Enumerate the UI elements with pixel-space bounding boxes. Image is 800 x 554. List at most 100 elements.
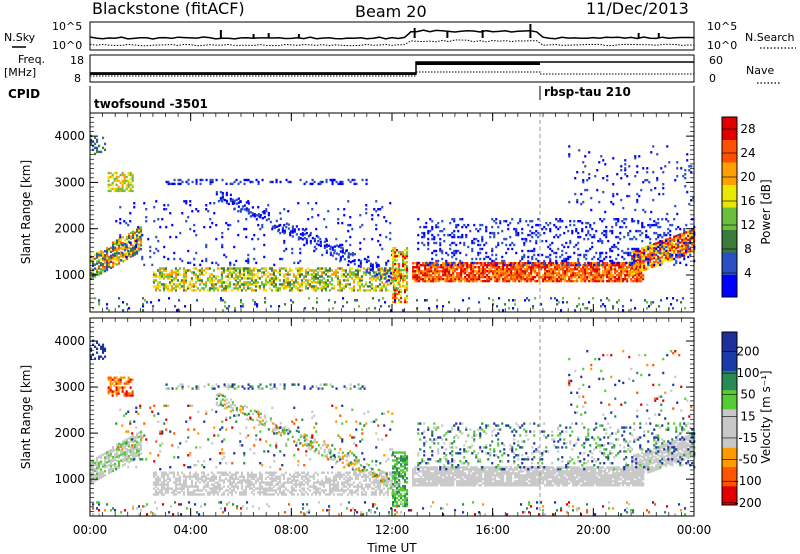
- echo-cell: [424, 268, 427, 271]
- echo-cell: [248, 473, 251, 476]
- echo-cell: [275, 180, 278, 184]
- echo-cell: [167, 182, 170, 186]
- echo-cell: [477, 253, 480, 257]
- echo-cell: [669, 239, 672, 243]
- echo-cell: [406, 274, 409, 278]
- echo-cell: [495, 257, 498, 261]
- echo-cell: [529, 249, 532, 253]
- echo-cell: [104, 269, 107, 273]
- echo-cell: [278, 481, 281, 484]
- echo-cell: [534, 272, 537, 275]
- echo-cell: [512, 262, 515, 265]
- echo-cell: [182, 285, 185, 288]
- echo-cell: [622, 268, 625, 271]
- echo-cell: [247, 259, 250, 263]
- echo-cell: [222, 281, 225, 284]
- echo-cell: [178, 309, 181, 312]
- echo-cell: [244, 491, 247, 494]
- echo-cell: [558, 274, 561, 277]
- echo-cell: [650, 210, 653, 214]
- echo-cell: [96, 272, 99, 275]
- echo-cell: [610, 279, 613, 283]
- echo-cell: [334, 487, 337, 490]
- echo-cell: [568, 153, 571, 156]
- echo-cell: [298, 483, 301, 486]
- echo-cell: [316, 273, 319, 276]
- echo-cell: [231, 200, 234, 203]
- echo-cell: [128, 246, 131, 250]
- echo-cell: [612, 268, 615, 271]
- echo-cell: [129, 171, 132, 175]
- echo-cell: [210, 479, 213, 482]
- echo-cell: [320, 489, 323, 492]
- echo-cell: [194, 475, 197, 478]
- y-tick-label: 1000: [54, 268, 85, 282]
- echo-cell: [524, 262, 527, 265]
- echo-cell: [188, 269, 191, 272]
- echo-cell: [300, 285, 303, 288]
- echo-cell: [182, 479, 185, 482]
- echo-cell: [537, 259, 540, 263]
- echo-cell: [424, 299, 427, 302]
- echo-cell: [418, 270, 421, 273]
- echo-cell: [458, 309, 461, 312]
- echo-cell: [586, 266, 589, 269]
- echo-cell: [268, 483, 271, 486]
- echo-cell: [584, 277, 587, 281]
- echo-cell: [602, 266, 605, 269]
- echo-cell: [347, 229, 350, 233]
- echo-cell: [606, 262, 609, 265]
- echo-cell: [402, 268, 405, 272]
- echo-cell: [642, 208, 645, 212]
- echo-cell: [102, 259, 105, 262]
- echo-cell: [212, 287, 215, 290]
- echo-cell: [679, 233, 682, 236]
- echo-cell: [590, 196, 593, 200]
- echo-cell: [600, 279, 603, 283]
- echo-cell: [683, 236, 686, 239]
- echo-cell: [472, 264, 475, 267]
- echo-cell: [595, 251, 598, 255]
- echo-cell: [324, 287, 327, 290]
- echo-cell: [389, 282, 392, 285]
- echo-cell: [251, 237, 254, 241]
- echo-cell: [246, 283, 249, 286]
- echo-cell: [496, 279, 499, 283]
- echo-cell: [220, 299, 223, 302]
- echo-cell: [190, 283, 193, 286]
- echo-cell: [162, 473, 165, 476]
- echo-cell: [196, 477, 199, 480]
- echo-cell: [371, 269, 374, 272]
- echo-cell: [592, 279, 595, 283]
- echo-cell: [537, 223, 540, 227]
- echo-cell: [548, 274, 551, 277]
- echo-cell: [208, 281, 211, 284]
- echo-cell: [520, 264, 523, 267]
- echo-cell: [184, 277, 187, 280]
- echo-cell: [655, 231, 658, 235]
- echo-cell: [588, 274, 591, 277]
- echo-cell: [126, 257, 129, 261]
- echo-cell: [662, 187, 665, 190]
- echo-cell: [333, 249, 336, 252]
- echo-cell: [406, 247, 409, 250]
- echo-cell: [202, 493, 205, 496]
- echo-cell: [550, 270, 553, 273]
- echo-cell: [425, 221, 428, 225]
- echo-cell: [491, 259, 494, 263]
- echo-cell: [492, 264, 495, 267]
- echo-cell: [432, 277, 435, 281]
- echo-cell: [185, 220, 188, 223]
- echo-cell: [398, 251, 401, 254]
- echo-cell: [205, 178, 208, 182]
- echo-cell: [605, 233, 608, 237]
- echo-cell: [172, 473, 175, 476]
- echo-cell: [296, 287, 299, 290]
- echo-cell: [464, 279, 467, 283]
- echo-cell: [266, 489, 269, 492]
- echo-cell: [92, 276, 95, 279]
- echo-cell: [493, 235, 496, 239]
- echo-cell: [496, 272, 499, 275]
- echo-cell: [398, 292, 401, 296]
- echo-cell: [218, 487, 221, 490]
